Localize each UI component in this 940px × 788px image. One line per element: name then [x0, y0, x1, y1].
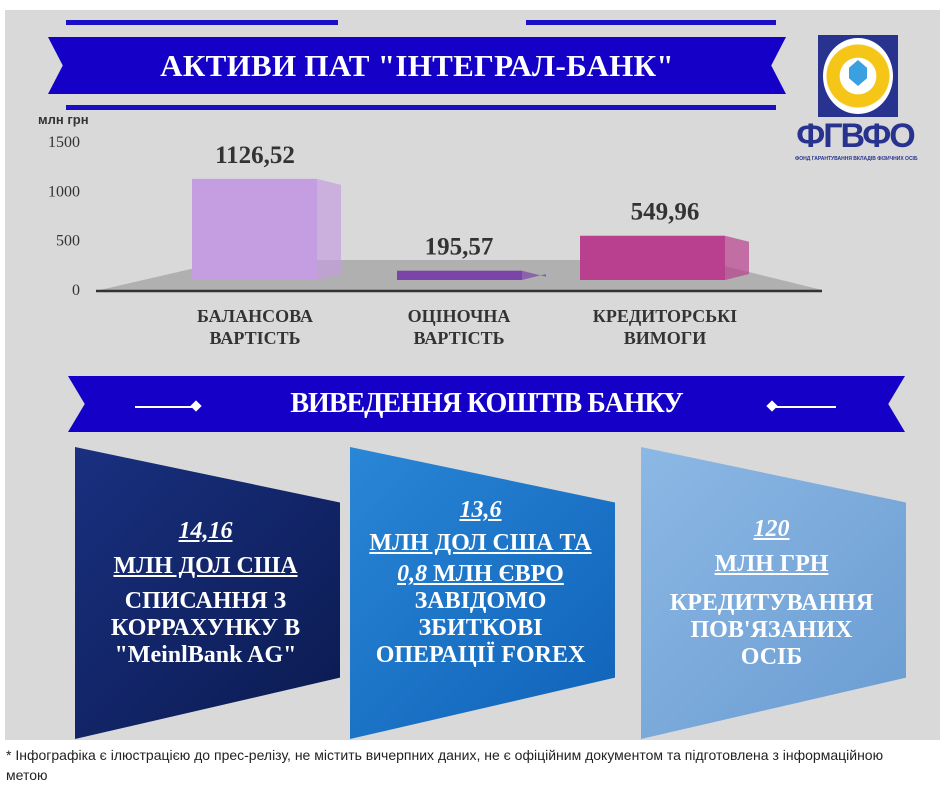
decor-line: [526, 20, 776, 25]
y-tick-label: 500: [56, 233, 80, 250]
page-title: АКТИВИ ПАТ "ІНТЕГРАЛ-БАНК": [48, 37, 786, 94]
bar-side: [522, 270, 546, 280]
card-desc: ПОВ'ЯЗАНИХ: [690, 616, 853, 643]
decor-line: [135, 406, 195, 408]
card-desc: ОСІБ: [740, 643, 803, 670]
card-unit: МЛН ДОЛ США ТА: [369, 530, 592, 556]
data-label: 195,57: [425, 234, 494, 261]
card-amount: 13,6: [459, 497, 502, 523]
data-label: 1126,52: [215, 142, 295, 169]
card-meinlbank: 14,16 МЛН ДОЛ США СПИСАННЯ З КОРРАХУНКУ …: [75, 447, 340, 739]
section-title: ВИВЕДЕННЯ КОШТІВ БАНКУ: [68, 376, 905, 432]
card-desc: СПИСАННЯ З: [124, 587, 287, 614]
logo: [818, 35, 898, 117]
bar: [397, 270, 522, 280]
card-unit: МЛН ДОЛ США: [113, 552, 298, 579]
card-amount: 120: [753, 515, 790, 542]
card-amount-2: 0,8: [397, 561, 428, 587]
logo-text: ФГВФО: [796, 117, 915, 155]
card-desc: "MeinlBank AG": [114, 641, 297, 668]
decor-line: [776, 406, 836, 408]
bar-side: [725, 235, 749, 280]
card-unit: МЛН ГРН: [714, 550, 829, 577]
bar: [580, 235, 725, 280]
y-tick-label: 1500: [48, 134, 80, 151]
x-tick-label: КРЕДИТОРСЬКІ ВИМОГИ: [592, 306, 738, 348]
y-tick-label: 1000: [48, 183, 80, 200]
bar-side: [317, 178, 341, 280]
bar: [192, 178, 317, 280]
x-tick-label: БАЛАНСОВА ВАРТІСТЬ: [197, 306, 313, 348]
card-amount: 14,16: [178, 517, 233, 544]
decor-line: [66, 105, 776, 110]
card-desc: ОПЕРАЦІЇ FOREX: [375, 642, 586, 668]
card-desc: КРЕДИТУВАННЯ: [669, 589, 874, 616]
card-desc: ЗБИТКОВІ: [418, 615, 543, 641]
y-axis-label: млн грн: [38, 112, 89, 127]
bar-chart: млн грн 0 500 1000 1500 1126,52 195,57 549,96: [38, 112, 822, 299]
x-tick-label: ОЦІНОЧНА ВАРТІСТЬ: [407, 306, 511, 348]
card-desc: ЗАВІДОМО: [414, 588, 547, 614]
card-unit-2: МЛН ЄВРО: [427, 561, 564, 587]
logo-subtitle: ФОНД ГАРАНТУВАННЯ ВКЛАДІВ ФІЗИЧНИХ ОСІБ: [795, 156, 918, 162]
data-label: 549,96: [631, 199, 700, 226]
footer-note: * Інфографіка є ілюстрацією до прес-релі…: [6, 747, 884, 783]
decor-line: [66, 20, 338, 25]
gem-icon: [849, 60, 867, 86]
card-desc: КОРРАХУНКУ В: [110, 614, 301, 641]
y-tick-label: 0: [72, 282, 80, 299]
